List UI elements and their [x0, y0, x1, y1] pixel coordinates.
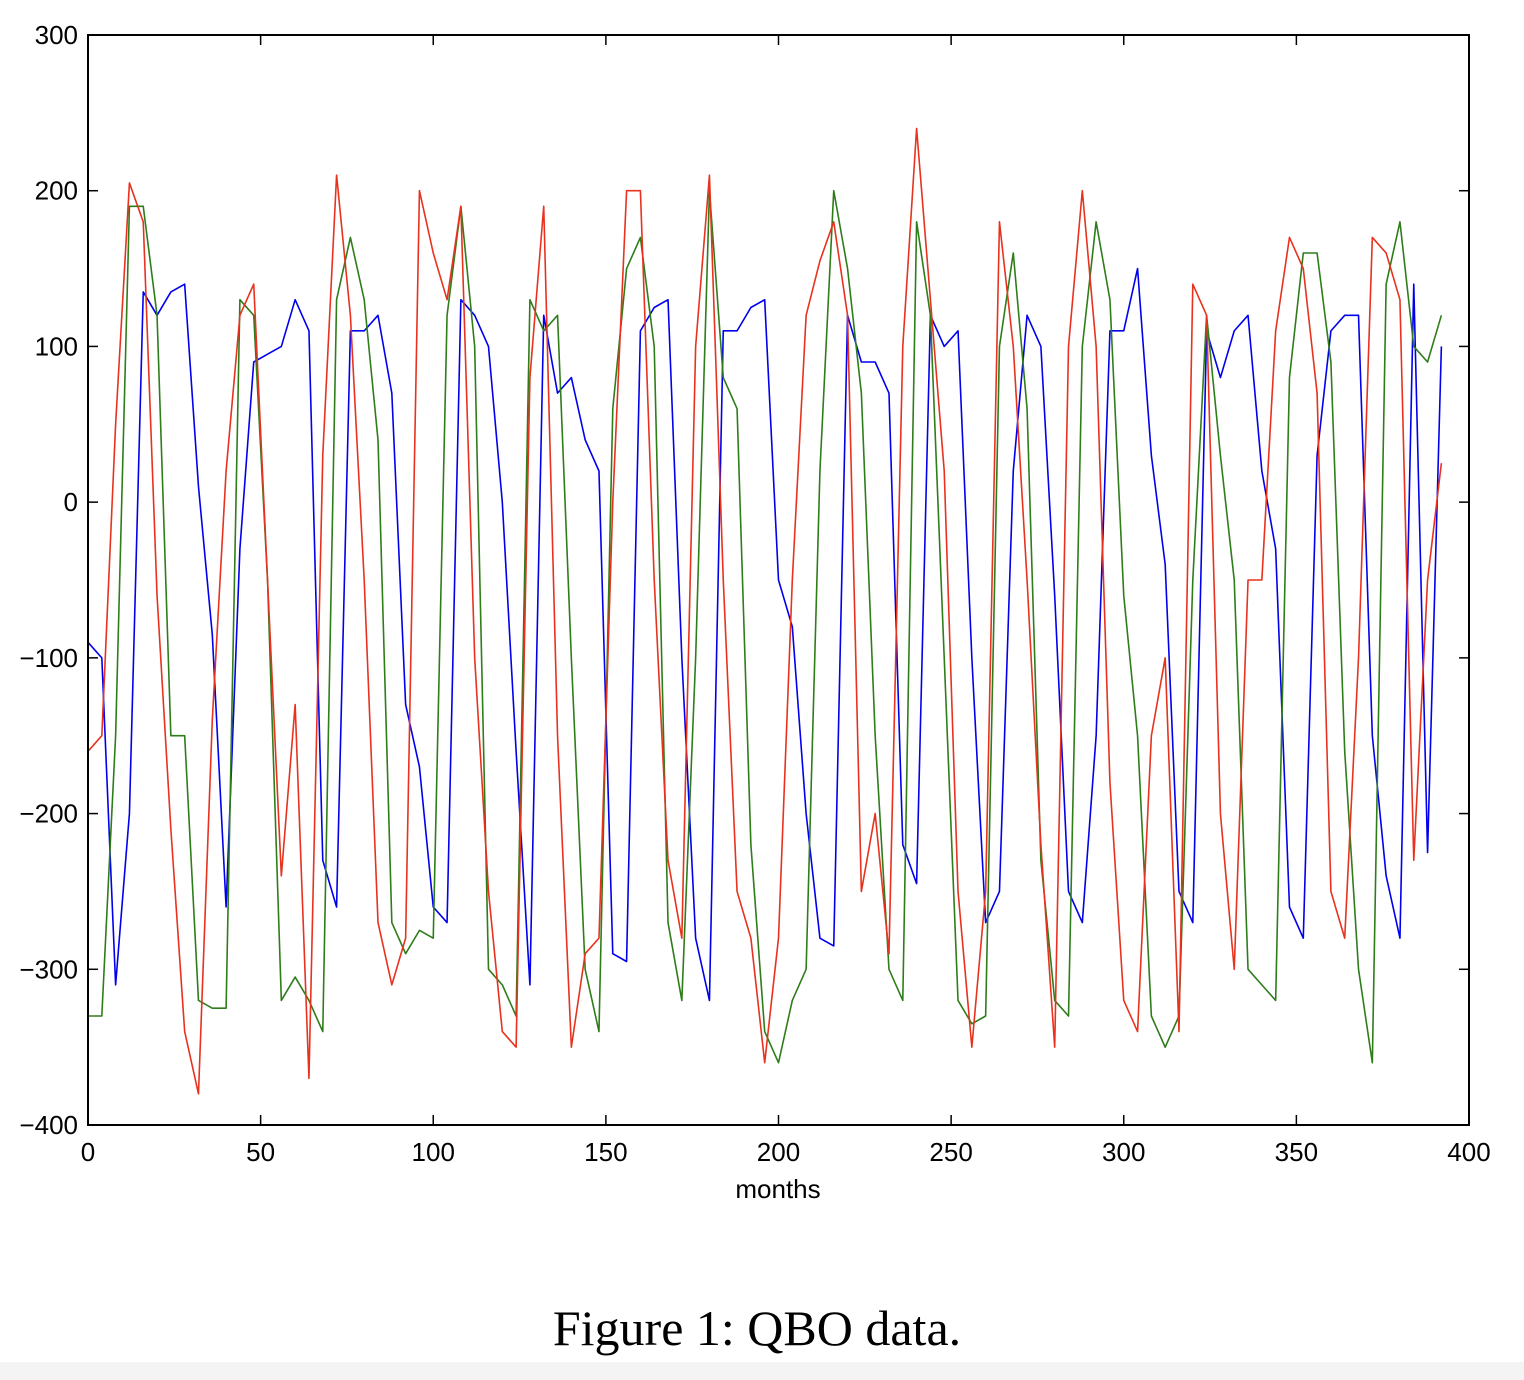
y-tick-label: 0 — [64, 487, 78, 517]
x-tick-label: 100 — [412, 1137, 455, 1167]
y-tick-label: −200 — [19, 799, 78, 829]
x-tick-label: 350 — [1275, 1137, 1318, 1167]
x-tick-label: 0 — [81, 1137, 95, 1167]
x-tick-label: 150 — [584, 1137, 627, 1167]
x-tick-label: 300 — [1102, 1137, 1145, 1167]
y-tick-label: −300 — [19, 954, 78, 984]
y-tick-label: −400 — [19, 1110, 78, 1140]
caption: Figure 1: QBO data. — [553, 1300, 961, 1356]
series-line — [87, 267, 1443, 1002]
x-tick-label: 50 — [246, 1137, 275, 1167]
x-tick-label: 250 — [929, 1137, 972, 1167]
plot-frame — [87, 34, 1470, 1126]
y-tick-label: 100 — [35, 331, 78, 361]
y-tick-label: −100 — [19, 643, 78, 673]
bottom-strip — [0, 1362, 1524, 1380]
y-tick-label: 300 — [35, 20, 78, 50]
x-axis-label: months — [735, 1174, 820, 1204]
x-tick-label: 200 — [757, 1137, 800, 1167]
series-line — [88, 189, 1443, 1064]
y-tick-label: 200 — [35, 176, 78, 206]
x-tick-label: 400 — [1447, 1137, 1490, 1167]
series-line — [87, 127, 1443, 1095]
